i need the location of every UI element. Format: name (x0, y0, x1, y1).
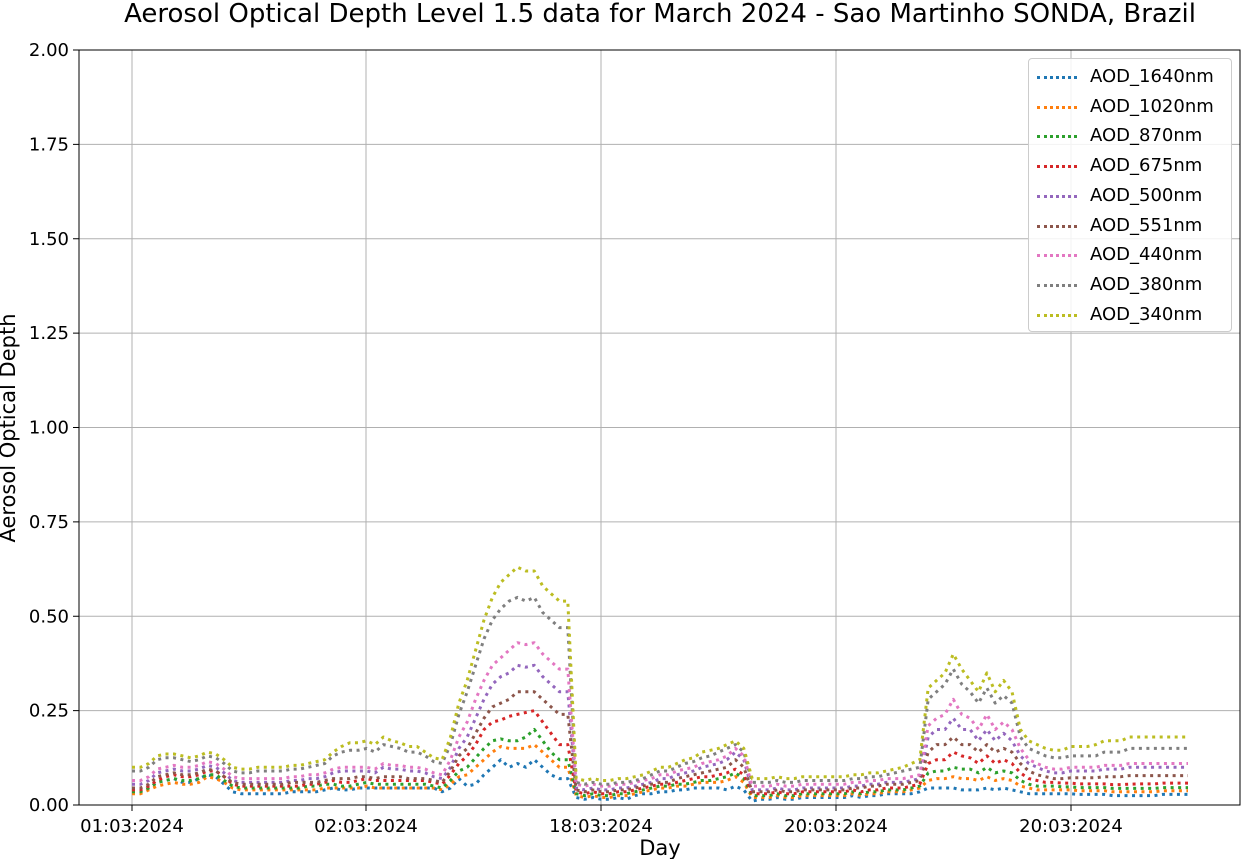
series-line-aod-675nm (132, 709, 1188, 796)
y-tick-label: 0.00 (29, 795, 69, 816)
x-tick-label: 02:03:2024 (314, 816, 418, 837)
legend-swatch (1037, 224, 1077, 228)
legend-item: AOD_1640nm (1029, 63, 1233, 93)
chart-title: Aerosol Optical Depth Level 1.5 data for… (124, 0, 1196, 29)
legend-item: AOD_551nm (1029, 212, 1233, 242)
y-tick-label: 2.00 (29, 40, 69, 61)
y-axis-ticks: 0.00 0.25 0.50 0.75 1.00 1.25 1.50 1.75 2.00 (29, 40, 79, 816)
y-tick-label: 0.25 (29, 701, 69, 722)
legend-swatch (1037, 313, 1077, 317)
x-axis-ticks: 01:03:2024 02:03:2024 18:03:2024 20:03:2024… (80, 805, 1123, 837)
legend-label: AOD_551nm (1090, 214, 1203, 236)
legend-label: AOD_500nm (1090, 184, 1203, 206)
series-line-aod-551nm (132, 690, 1188, 794)
legend-swatch (1037, 283, 1077, 287)
legend-item: AOD_1020nm (1029, 93, 1233, 123)
legend-swatch (1037, 254, 1077, 258)
series-line-aod-380nm (132, 595, 1188, 786)
series-line-aod-440nm (132, 641, 1188, 788)
legend-label: AOD_380nm (1090, 273, 1203, 295)
series-lines (132, 565, 1188, 803)
legend-label: AOD_440nm (1090, 244, 1203, 266)
y-tick-label: 1.75 (29, 134, 69, 155)
x-tick-label: 20:03:2024 (784, 816, 888, 837)
x-tick-label: 01:03:2024 (80, 816, 184, 837)
y-tick-label: 1.00 (29, 418, 69, 439)
legend-swatch (1037, 105, 1077, 109)
legend-swatch (1037, 194, 1077, 198)
legend-swatch (1037, 76, 1077, 79)
series-line-aod-1640nm (132, 758, 1188, 803)
legend-item: AOD_440nm (1029, 241, 1233, 271)
legend-item: AOD_380nm (1029, 271, 1233, 301)
x-tick-label: 20:03:2024 (1019, 816, 1123, 837)
y-tick-label: 0.75 (29, 512, 69, 533)
legend-label: AOD_870nm (1090, 125, 1203, 147)
y-tick-label: 1.25 (29, 323, 69, 344)
legend-label: AOD_675nm (1090, 155, 1203, 177)
y-axis-label: Aerosol Optical Depth (0, 313, 20, 542)
y-tick-label: 0.50 (29, 606, 69, 627)
legend-item: AOD_340nm (1029, 301, 1233, 331)
legend-swatch (1037, 135, 1077, 139)
x-tick-label: 18:03:2024 (549, 816, 653, 837)
legend-label: AOD_1640nm (1090, 66, 1214, 87)
series-line-aod-870nm (132, 728, 1188, 798)
legend-item: AOD_870nm (1029, 122, 1233, 152)
legend: AOD_1640nm AOD_1020nm AOD_870nm AOD_675nm AO… (1028, 58, 1232, 332)
x-axis-label: Day (639, 836, 680, 859)
y-tick-label: 1.50 (29, 229, 69, 250)
legend-item: AOD_675nm (1029, 152, 1233, 182)
legend-label: AOD_340nm (1090, 303, 1203, 325)
legend-item: AOD_500nm (1029, 182, 1233, 212)
legend-label: AOD_1020nm (1090, 95, 1214, 117)
legend-swatch (1037, 165, 1077, 169)
